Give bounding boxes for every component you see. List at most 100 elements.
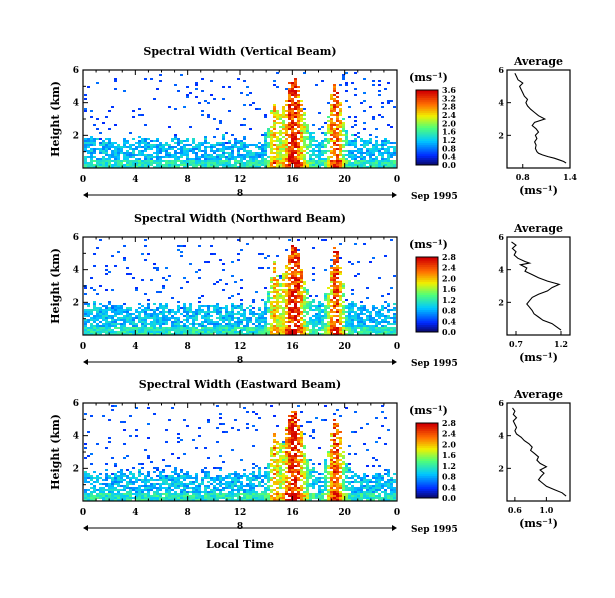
colorbar-segment — [416, 486, 438, 490]
average-x-tick-label: 0.7 — [509, 339, 523, 349]
colorbar-segment — [416, 285, 438, 288]
colorbar-segment — [416, 462, 438, 465]
y-tick-label: 2 — [73, 298, 79, 308]
colorbar-segment — [416, 270, 438, 273]
x-tick-label: 12 — [234, 508, 247, 518]
x-tick-label: 4 — [132, 342, 138, 352]
colorbar-segment — [416, 460, 438, 463]
colorbar-tick-label: 0.4 — [442, 482, 456, 492]
colorbar-segment — [416, 163, 438, 166]
colorbar-segment — [416, 290, 438, 294]
x-tick-label: 4 — [132, 175, 138, 185]
colorbar-segment — [416, 135, 438, 138]
date-label: Sep 1995 — [411, 359, 458, 369]
colorbar-segment — [416, 451, 438, 454]
average-profile-line — [514, 73, 567, 164]
average-y-tick-label: 2 — [498, 297, 504, 307]
x-tick-label: 20 — [338, 175, 351, 185]
colorbar-segment — [416, 127, 438, 130]
average-x-tick-label: 1.0 — [539, 505, 553, 515]
colorbar-segment — [416, 434, 438, 437]
colorbar-unit: (ms⁻¹) — [409, 238, 448, 251]
heatmap-cells — [84, 405, 396, 501]
colorbar-frame — [415, 256, 439, 333]
average-y-tick-label: 6 — [498, 232, 504, 242]
x-tick-label: 8 — [185, 508, 191, 518]
average-profile-line — [511, 241, 562, 331]
colorbar-segment — [416, 146, 438, 149]
colorbar-segment — [416, 279, 438, 282]
average-y-tick-label: 4 — [498, 98, 504, 108]
colorbar-tick-label: 2.4 — [442, 263, 456, 273]
colorbar-tick-label: 1.6 — [442, 127, 456, 137]
date-arrow-left — [83, 192, 88, 198]
colorbar-segment — [416, 317, 438, 320]
colorbar-segment — [416, 123, 438, 127]
average-x-tick-label: 0.6 — [508, 505, 522, 515]
average-frame — [506, 236, 571, 336]
average-title: Average — [513, 222, 563, 235]
colorbar-segment — [416, 441, 438, 445]
x-tick-label: 20 — [338, 508, 351, 518]
colorbar-segment — [416, 311, 438, 314]
colorbar-segment — [416, 151, 438, 155]
colorbar-segment — [416, 471, 438, 475]
heatmap-cells — [84, 239, 396, 335]
colorbar-segment — [416, 492, 438, 495]
colorbar-segment — [416, 136, 438, 140]
colorbar-tick-label: 3.6 — [442, 85, 456, 95]
y-axis-label: Height (km) — [49, 81, 62, 157]
colorbar-segment — [416, 488, 438, 491]
date-arrow-right — [392, 525, 397, 531]
colorbar-segment — [416, 454, 438, 458]
colorbar-segment — [416, 257, 438, 260]
colorbar-segment — [416, 161, 438, 164]
colorbar-tick-label: 0.4 — [442, 152, 456, 162]
colorbar-segment — [416, 144, 438, 147]
colorbar-segment — [416, 264, 438, 267]
colorbar-segment — [416, 438, 438, 441]
x-tick-label: 0 — [394, 342, 400, 352]
colorbar-segment — [416, 494, 438, 497]
y-tick-label: 2 — [73, 464, 79, 474]
colorbar-tick-label: 2.4 — [442, 429, 456, 439]
colorbar-segment — [416, 432, 438, 435]
average-title: Average — [513, 388, 563, 401]
colorbar-segment — [416, 430, 438, 433]
colorbar-segment — [416, 483, 438, 486]
x-tick-label: 20 — [338, 342, 351, 352]
colorbar-segment — [416, 423, 438, 426]
colorbar-segment — [416, 150, 438, 153]
colorbar-tick-label: 1.2 — [442, 461, 456, 471]
colorbar-tick-label: 0.8 — [442, 472, 456, 482]
y-tick-label: 4 — [73, 99, 79, 109]
colorbar-segment — [416, 148, 438, 151]
date-marker: 8 — [237, 356, 243, 366]
colorbar-segment — [416, 294, 438, 297]
colorbar-segment — [416, 490, 438, 493]
colorbar-segment — [416, 292, 438, 295]
average-y-tick-label: 2 — [498, 130, 504, 140]
colorbar-segment — [416, 468, 438, 471]
colorbar-segment — [416, 479, 438, 482]
colorbar-segment — [416, 95, 438, 98]
chart-title: Spectral Width (Vertical Beam) — [143, 45, 336, 58]
colorbar-segment — [416, 153, 438, 157]
colorbar-tick-label: 2.8 — [442, 252, 456, 262]
y-tick-label: 2 — [73, 131, 79, 141]
x-tick-label: 16 — [286, 508, 299, 518]
colorbar-segment — [416, 496, 438, 499]
colorbar-tick-label: 0.8 — [442, 306, 456, 316]
colorbar-segment — [416, 324, 438, 327]
colorbar-segment — [416, 118, 438, 121]
colorbar-segment — [416, 318, 438, 322]
colorbar-segment — [416, 260, 438, 264]
colorbar-segment — [416, 300, 438, 303]
colorbar-segment — [416, 101, 438, 104]
x-tick-label: 0 — [80, 508, 86, 518]
colorbar-segment — [416, 428, 438, 431]
colorbar-segment — [416, 326, 438, 329]
colorbar-segment — [416, 466, 438, 469]
x-tick-label: 0 — [80, 342, 86, 352]
